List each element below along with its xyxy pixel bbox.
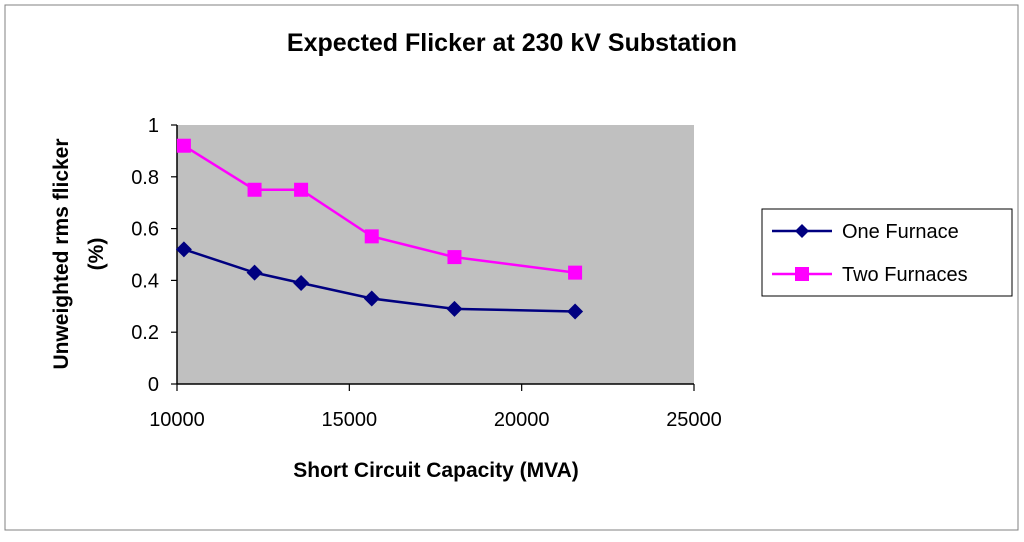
data-point-square (247, 182, 262, 197)
x-tick-label: 20000 (494, 409, 550, 431)
legend-marker-square (795, 267, 809, 281)
data-point-square (447, 250, 462, 265)
plot-area (177, 125, 694, 384)
x-tick-label: 10000 (149, 409, 205, 431)
data-point-square (176, 138, 191, 153)
data-point-diamond (363, 290, 380, 307)
series-one-furnace (175, 241, 584, 320)
x-tick-label: 15000 (322, 409, 378, 431)
legend: One Furnace Two Furnaces (761, 208, 1013, 297)
series-line (183, 248, 576, 313)
x-tick-label: 25000 (666, 409, 722, 431)
y-tick-label: 0.6 (131, 219, 159, 241)
data-point-diamond (446, 300, 463, 317)
chart-title: Expected Flicker at 230 kV Substation (287, 29, 737, 57)
legend-label-one-furnace: One Furnace (842, 221, 959, 243)
y-tick-label: 0.4 (131, 270, 159, 292)
legend-box (761, 208, 1013, 297)
series-two-furnaces (176, 138, 583, 280)
y-axis-label-line1: Unweighted rms flicker (50, 138, 73, 369)
y-tick-label: 0 (148, 374, 159, 396)
legend-label-two-furnaces: Two Furnaces (842, 264, 968, 286)
y-tick-label: 0.2 (131, 322, 159, 344)
data-point-diamond (567, 303, 584, 320)
data-point-diamond (175, 241, 192, 258)
y-tick-label: 1 (148, 115, 159, 137)
data-point-square (364, 229, 379, 244)
data-point-square (294, 182, 309, 197)
series-line (183, 144, 576, 274)
x-axis-label: Short Circuit Capacity (MVA) (293, 459, 578, 482)
data-point-square (568, 265, 583, 280)
legend-marker-diamond (795, 224, 809, 238)
data-point-diamond (293, 274, 310, 291)
data-point-diamond (246, 264, 263, 281)
y-axis-label-line2: (%) (85, 238, 108, 271)
y-tick-label: 0.8 (131, 167, 159, 189)
